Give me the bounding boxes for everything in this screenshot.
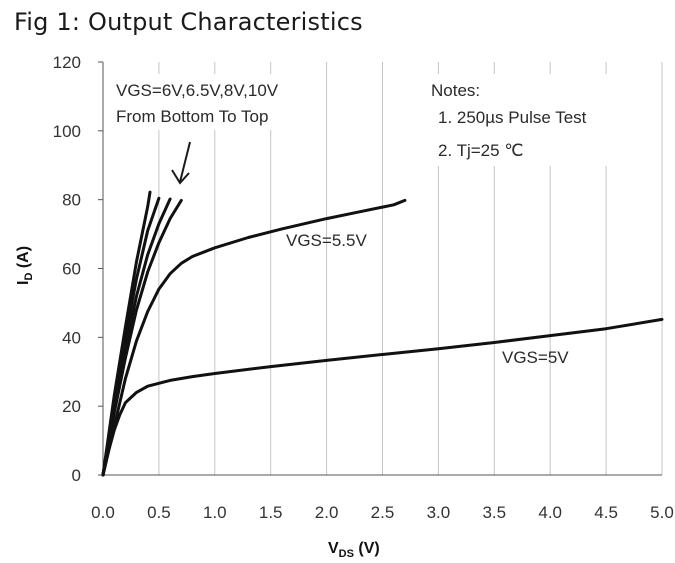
x-tick-label: 1.0 <box>203 503 227 522</box>
series-layer <box>101 190 664 477</box>
x-tick-label: 3.5 <box>482 503 506 522</box>
y-tick-label: 0 <box>72 466 81 485</box>
x-tick-label: 5.0 <box>650 503 674 522</box>
x-tick-label: 4.0 <box>538 503 562 522</box>
y-tick-label: 100 <box>53 122 81 141</box>
x-tick-label: 3.0 <box>427 503 451 522</box>
annotation-vgs-list: VGS=6V,6.5V,8V,10V <box>116 81 279 100</box>
series-line-vgs-5v <box>101 317 664 477</box>
x-tick-label: 2.0 <box>315 503 339 522</box>
y-tick-label: 120 <box>53 53 81 72</box>
notes-title: Notes: <box>431 81 480 100</box>
x-tick-label: 4.5 <box>594 503 618 522</box>
note-pulse-test: 1. 250µs Pulse Test <box>438 108 587 127</box>
y-axis-label: ID (A) <box>15 246 35 285</box>
label-vgs-5v: VGS=5V <box>502 348 569 367</box>
notes-background <box>420 74 660 166</box>
y-tick-label: 20 <box>62 397 81 416</box>
y-tick-label: 80 <box>62 191 81 210</box>
arrow-icon <box>171 141 191 185</box>
y-tick-label: 40 <box>62 328 81 347</box>
annotation-order-note: From Bottom To Top <box>116 107 268 126</box>
note-junction-temperature: 2. Tj=25 ℃ <box>438 141 523 160</box>
x-tick-label: 0.5 <box>147 503 171 522</box>
x-tick-label: 2.5 <box>371 503 395 522</box>
x-tick-label: 1.5 <box>259 503 283 522</box>
label-vgs-5-5v: VGS=5.5V <box>286 231 367 250</box>
chart-title: Fig 1: Output Characteristics <box>14 8 363 36</box>
vgs-note-background <box>112 74 324 130</box>
x-tick-label: 0.0 <box>91 503 115 522</box>
axis-layer: 0.0 0.5 1.0 1.5 2.0 2.5 3.0 3.5 4.0 4.5 5.0 0 20 40 60… <box>53 53 674 522</box>
y-tick-label: 60 <box>62 260 81 279</box>
series-line-vgs-10v <box>101 190 152 477</box>
annotation-layer: VGS=6V,6.5V,8V,10V From Bottom To Top No… <box>15 74 660 560</box>
x-axis-label: VDS (V) <box>328 540 380 560</box>
series-line-vgs-5-5v <box>101 198 407 477</box>
